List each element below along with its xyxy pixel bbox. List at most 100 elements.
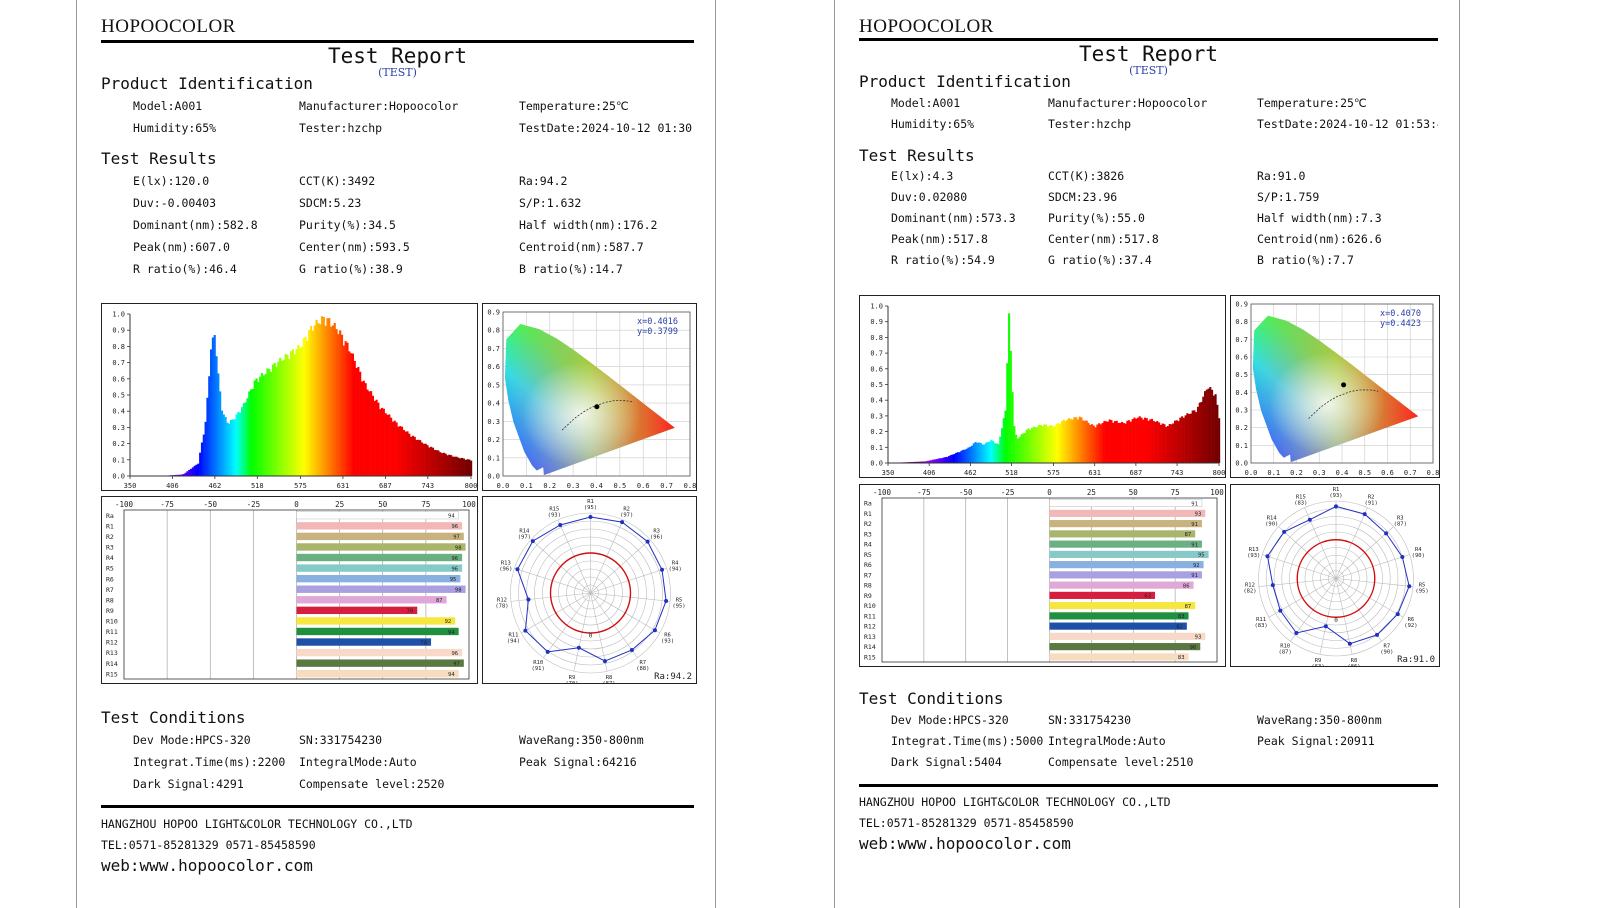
spectrum-bar bbox=[978, 442, 981, 463]
spectrum-bar bbox=[297, 344, 300, 476]
spectrum-bar bbox=[179, 474, 182, 476]
polar-label: R4 bbox=[1415, 547, 1422, 553]
spectrum-bar bbox=[459, 458, 462, 476]
spectrum-bar bbox=[248, 391, 251, 476]
spectrum-bar bbox=[970, 445, 974, 463]
spectrum-bar bbox=[1115, 420, 1118, 463]
x-tick-label: 462 bbox=[964, 469, 977, 477]
x-tick-label: 0.2 bbox=[1290, 469, 1303, 477]
cri-point bbox=[645, 539, 650, 544]
polar-label: R1 bbox=[1333, 487, 1340, 493]
spectrum-bar bbox=[177, 474, 180, 476]
footer-web: web:www.hopoocolor.com bbox=[859, 834, 1071, 853]
cri-bar bbox=[1049, 520, 1202, 528]
spectrum-bar bbox=[320, 316, 324, 476]
field-b-ratio: B ratio(%):14.7 bbox=[519, 262, 623, 276]
spectrum-bar bbox=[1075, 417, 1078, 463]
spectrum-bar bbox=[417, 439, 420, 476]
spectrum-bar bbox=[300, 346, 304, 476]
cri-point bbox=[1334, 504, 1338, 509]
spectrum-chart: 0.0 0.1 0.2 0.3 0.4 0.5 0.6 0.7 0.8 0.9 1.0 350 406 4… bbox=[859, 295, 1226, 478]
polar-label: R9 bbox=[569, 675, 576, 681]
spectrum-bar bbox=[1149, 419, 1152, 463]
polar-label-value: (86) bbox=[1347, 664, 1360, 667]
spectrum-bar bbox=[1166, 425, 1169, 463]
cri-point bbox=[1294, 631, 1299, 636]
bar-value-label: 82 bbox=[1176, 624, 1183, 630]
spectrum-bar bbox=[426, 445, 429, 476]
field-dark-signal: Dark Signal:4291 bbox=[133, 777, 244, 791]
report-title: Test Report bbox=[327, 44, 468, 68]
spectrum-bar bbox=[346, 342, 349, 476]
spectrum-bar bbox=[466, 459, 469, 476]
bar-value-label: 93 bbox=[1195, 512, 1202, 518]
y-tick-label: 0.7 bbox=[870, 350, 883, 358]
bar-value-label: 87 bbox=[1185, 604, 1192, 610]
cri-bar bbox=[1049, 632, 1206, 640]
product-heading: Product Identification bbox=[859, 72, 1071, 91]
conditions-fields: Dev Mode:HPCS-320 SN:331754230 WaveRang:35… bbox=[133, 729, 694, 795]
field-dark-signal: Dark Signal:5404 bbox=[891, 754, 1002, 769]
y-tick-label: 0.8 bbox=[487, 327, 500, 335]
cri-bar bbox=[296, 511, 459, 520]
spectrum-bar bbox=[288, 359, 291, 476]
spectrum-bar bbox=[295, 349, 298, 476]
y-tick-label: 0.4 bbox=[870, 397, 883, 405]
cri-bar bbox=[1049, 530, 1196, 538]
bar-frame bbox=[123, 509, 470, 680]
cri-bar bbox=[1049, 571, 1202, 579]
x-tick-label: 518 bbox=[251, 482, 264, 490]
cri-point bbox=[526, 597, 531, 602]
spectrum-bar bbox=[983, 444, 986, 463]
spectrum-bar bbox=[191, 467, 194, 476]
polar-label: R3 bbox=[653, 528, 660, 534]
bar-value-label: 91 bbox=[1191, 542, 1198, 548]
x-tick-label: 0.6 bbox=[637, 482, 650, 490]
bar-category-label: R12 bbox=[106, 639, 118, 647]
y-tick-label: 0.9 bbox=[487, 309, 500, 317]
spectrum-bar bbox=[1073, 417, 1076, 463]
y-tick-label: 0.8 bbox=[112, 343, 125, 351]
spectrum-bar bbox=[1207, 388, 1210, 463]
bar-category-label: R10 bbox=[864, 602, 876, 610]
x-tick-label: -100 bbox=[115, 500, 134, 509]
polar-label: R2 bbox=[623, 507, 630, 513]
polar-label: R12 bbox=[1245, 583, 1255, 589]
spectrum-bar bbox=[1106, 421, 1109, 463]
x-tick-label: 100 bbox=[1210, 488, 1224, 497]
bar-value-label: 94 bbox=[448, 514, 455, 520]
spectrum-bar bbox=[222, 414, 225, 476]
bar-value-label: 91 bbox=[1191, 522, 1198, 528]
x-tick-label: 743 bbox=[1171, 469, 1184, 477]
results-fields: E(lx):4.3 CCT(K):3826 Ra:91.0 Duv:0.02080 S… bbox=[891, 165, 1438, 270]
header-rule bbox=[859, 38, 1438, 41]
cri-bar bbox=[296, 638, 432, 646]
cri-bar bbox=[1049, 509, 1206, 517]
spectrum-bar bbox=[375, 399, 378, 476]
polar-label: R10 bbox=[1280, 643, 1290, 649]
y-tick-label: 0.7 bbox=[487, 345, 500, 353]
spectrum-bar bbox=[926, 460, 929, 463]
spectrum-bar bbox=[1071, 419, 1074, 463]
spectrum-bar bbox=[974, 442, 977, 463]
spectrum-bar bbox=[333, 322, 336, 476]
x-tick-label: 0.6 bbox=[1381, 469, 1394, 477]
cri-bar bbox=[296, 532, 464, 541]
bar-category-label: R7 bbox=[864, 571, 872, 579]
spectrum-bar bbox=[1211, 389, 1214, 463]
y-tick-label: 0.5 bbox=[1235, 371, 1248, 379]
spectrum-bar bbox=[1131, 419, 1134, 463]
x-tick-label: 0.5 bbox=[614, 482, 627, 490]
polar-label-value: (90) bbox=[1412, 553, 1425, 559]
bar-category-label: Ra bbox=[106, 512, 114, 520]
x-tick-label: 406 bbox=[166, 482, 179, 490]
spectrum-bar bbox=[1216, 404, 1219, 463]
spectrum-bar bbox=[180, 474, 184, 476]
bar-value-label: 94 bbox=[448, 672, 455, 678]
spectrum-bar bbox=[335, 329, 338, 476]
spectrum-bar bbox=[1098, 423, 1101, 463]
planckian-locus bbox=[1308, 389, 1379, 419]
spectrum-bar bbox=[1119, 422, 1122, 463]
spectrum-bar bbox=[290, 351, 293, 476]
report-page-2: HOPOOCOLOR Test Report (TEST) Product Id… bbox=[834, 0, 1460, 908]
